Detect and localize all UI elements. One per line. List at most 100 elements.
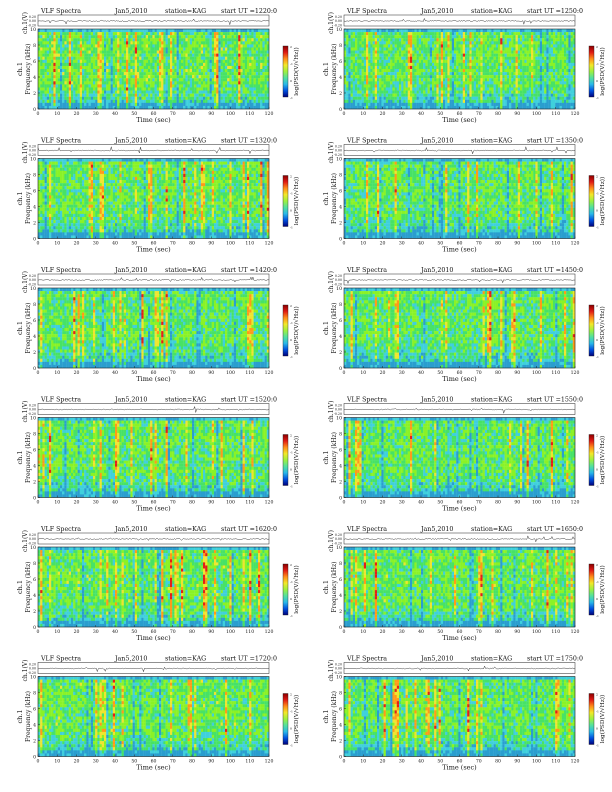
spectrogram-cell	[115, 41, 117, 44]
spectrogram-cell	[45, 75, 47, 78]
spectrogram-cell	[84, 29, 86, 32]
spectrogram-cell	[108, 35, 110, 38]
spectrogram-cell	[78, 54, 80, 57]
spectrogram-cell	[108, 94, 110, 97]
spectrogram-cell	[82, 103, 84, 106]
panel-header-label: VLF Spectra	[40, 8, 81, 15]
spectrogram-cell	[75, 32, 77, 35]
spectrogram-cell	[115, 97, 117, 100]
spectrogram-cell	[78, 60, 80, 63]
spectrogram-cell	[62, 69, 64, 72]
spectrogram-cell	[84, 35, 86, 38]
spectrogram-cell	[95, 38, 97, 41]
spectrogram-cell	[106, 94, 108, 97]
spectrogram-cell	[91, 91, 93, 94]
spectrogram-cell	[108, 84, 110, 87]
spectrogram-cell	[56, 103, 58, 106]
spectrogram-cell	[119, 35, 121, 38]
spectrogram-cell	[93, 106, 95, 109]
spectrogram-cell	[58, 63, 60, 66]
spectrogram-cell	[113, 103, 115, 106]
spectrogram-cell	[51, 35, 53, 38]
spectrogram-cell	[38, 54, 40, 57]
spectrogram-cell	[69, 75, 71, 78]
spectrogram-cell	[53, 75, 55, 78]
spectrogram-cell	[111, 69, 113, 72]
spectrogram-cell	[56, 66, 58, 69]
spectrogram-cell	[106, 47, 108, 50]
spectrogram-cell	[75, 103, 77, 106]
spectrogram-cell	[84, 41, 86, 44]
spectrogram-cell	[100, 29, 102, 32]
spectrogram-cell	[69, 57, 71, 60]
spectrogram-cell	[80, 94, 82, 97]
spectrogram-cell	[102, 47, 104, 50]
spectrogram-cell	[78, 78, 80, 81]
spectrogram-cell	[75, 94, 77, 97]
spectrogram-cell	[95, 35, 97, 38]
spectrogram-cell	[108, 44, 110, 47]
spectrogram-cell	[126, 78, 128, 81]
spectrogram-cell	[47, 91, 49, 94]
spectrogram-cell	[78, 87, 80, 90]
spectrogram-cell	[124, 72, 126, 75]
spectrogram-cell	[128, 75, 130, 78]
spectrogram-cell	[71, 41, 73, 44]
spectrogram-cell	[133, 87, 135, 90]
spectrogram-cell	[56, 100, 58, 103]
spectrogram-cell	[60, 44, 62, 47]
spectrogram-cell	[111, 57, 113, 60]
spectrogram-cell	[117, 29, 119, 32]
spectrogram-cell	[122, 97, 124, 100]
spectrogram-cell	[89, 69, 91, 72]
spectrogram-cell	[91, 63, 93, 66]
spectrogram-cell	[60, 103, 62, 106]
spectrogram-cell	[82, 54, 84, 57]
spectrogram-cell	[84, 103, 86, 106]
spectrogram-cell	[78, 97, 80, 100]
spectrogram-cell	[100, 47, 102, 50]
spectrogram-cell	[135, 29, 137, 32]
spectrogram-cell	[102, 38, 104, 41]
spectrogram-cell	[93, 63, 95, 66]
spectrogram-cell	[51, 106, 53, 109]
spectrogram-cell	[106, 97, 108, 100]
spectrogram-cell	[133, 84, 135, 87]
spectrogram-cell	[73, 72, 75, 75]
spectrogram-cell	[117, 75, 119, 78]
spectrogram-cell	[128, 103, 130, 106]
spectrogram-cell	[86, 97, 88, 100]
spectrogram-cell	[117, 69, 119, 72]
spectrogram-cell	[126, 47, 128, 50]
spectrogram-cell	[97, 69, 99, 72]
spectrogram-cell	[73, 63, 75, 66]
spectrogram-cell	[108, 72, 110, 75]
spectrogram-cell	[49, 60, 51, 63]
spectrogram-cell	[78, 69, 80, 72]
spectrogram-cell	[49, 66, 51, 69]
spectrogram-cell	[111, 29, 113, 32]
spectrogram-cell	[115, 44, 117, 47]
spectrogram-cell	[89, 32, 91, 35]
spectrogram-cell	[117, 41, 119, 44]
spectrogram-cell	[38, 94, 40, 97]
spectrogram-cell	[113, 35, 115, 38]
spectrogram-cell	[100, 78, 102, 81]
spectrogram-cell	[126, 54, 128, 57]
spectrogram-cell	[58, 35, 60, 38]
spectrogram-cell	[130, 51, 132, 54]
spectrogram-cell	[78, 94, 80, 97]
spectrogram-cell	[106, 63, 108, 66]
spectrogram-cell	[86, 63, 88, 66]
spectrogram-cell	[95, 54, 97, 57]
spectrogram-cell	[47, 66, 49, 69]
spectrogram-cell	[73, 54, 75, 57]
spectrogram-cell	[119, 57, 121, 60]
spectrogram-cell	[113, 47, 115, 50]
spectrogram-cell	[111, 106, 113, 109]
spectrogram-cell	[104, 29, 106, 32]
spectrogram-cell	[126, 66, 128, 69]
spectrogram-cell	[115, 78, 117, 81]
spectrogram-cell	[104, 41, 106, 44]
spectrogram-cell	[82, 51, 84, 54]
